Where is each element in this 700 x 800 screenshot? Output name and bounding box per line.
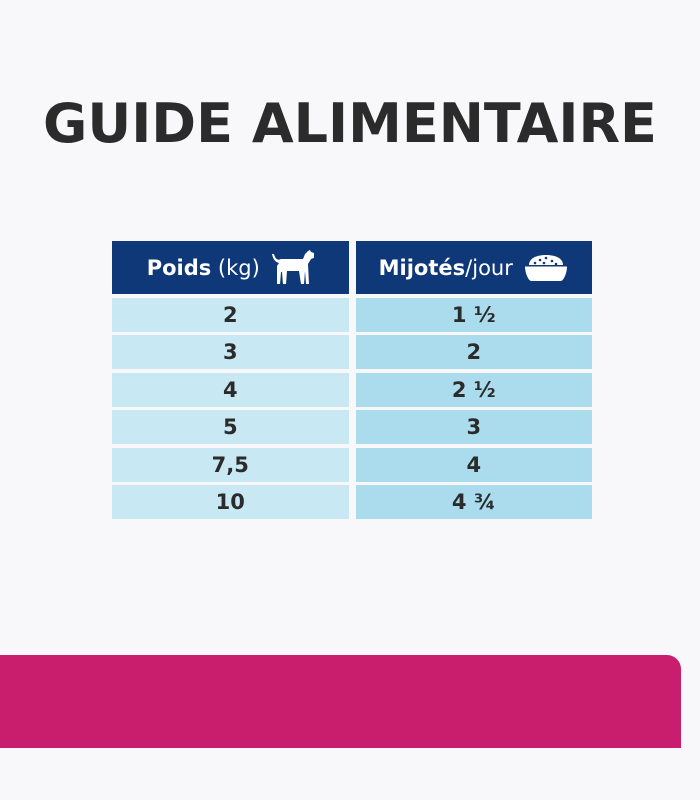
portion-cell: 1 ½ xyxy=(355,297,592,332)
weight-cell: 3 xyxy=(112,335,349,369)
portion-cell: 4 ¾ xyxy=(355,485,592,519)
weight-cell: 2 xyxy=(112,297,349,332)
weight-cell: 10 xyxy=(112,485,349,519)
portion-cell: 2 xyxy=(355,335,592,369)
page-title: GUIDE ALIMENTAIRE xyxy=(43,92,657,155)
weight-cell: 5 xyxy=(112,410,349,444)
weight-cell: 7,5 xyxy=(112,447,349,482)
dog-icon xyxy=(271,249,314,284)
food-bowl-icon xyxy=(524,254,567,281)
table-header: Poids (kg) Mijotés/jour xyxy=(112,241,592,294)
header-weight-label: Poids xyxy=(146,255,212,280)
header-weight: Poids (kg) xyxy=(112,241,349,294)
header-portion-label: Mijotés xyxy=(378,255,466,280)
portion-cell: 4 xyxy=(355,447,592,482)
table-row: 10 4 ¾ xyxy=(112,485,592,519)
header-portion-unit: /jour xyxy=(465,255,513,280)
decorative-band xyxy=(0,655,681,748)
header-portion: Mijotés/jour xyxy=(355,241,592,294)
header-weight-unit: (kg) xyxy=(211,255,260,280)
weight-cell: 4 xyxy=(112,372,349,407)
portion-cell: 3 xyxy=(355,410,592,444)
table-row: 7,5 4 xyxy=(112,447,592,482)
portion-cell: 2 ½ xyxy=(355,372,592,407)
